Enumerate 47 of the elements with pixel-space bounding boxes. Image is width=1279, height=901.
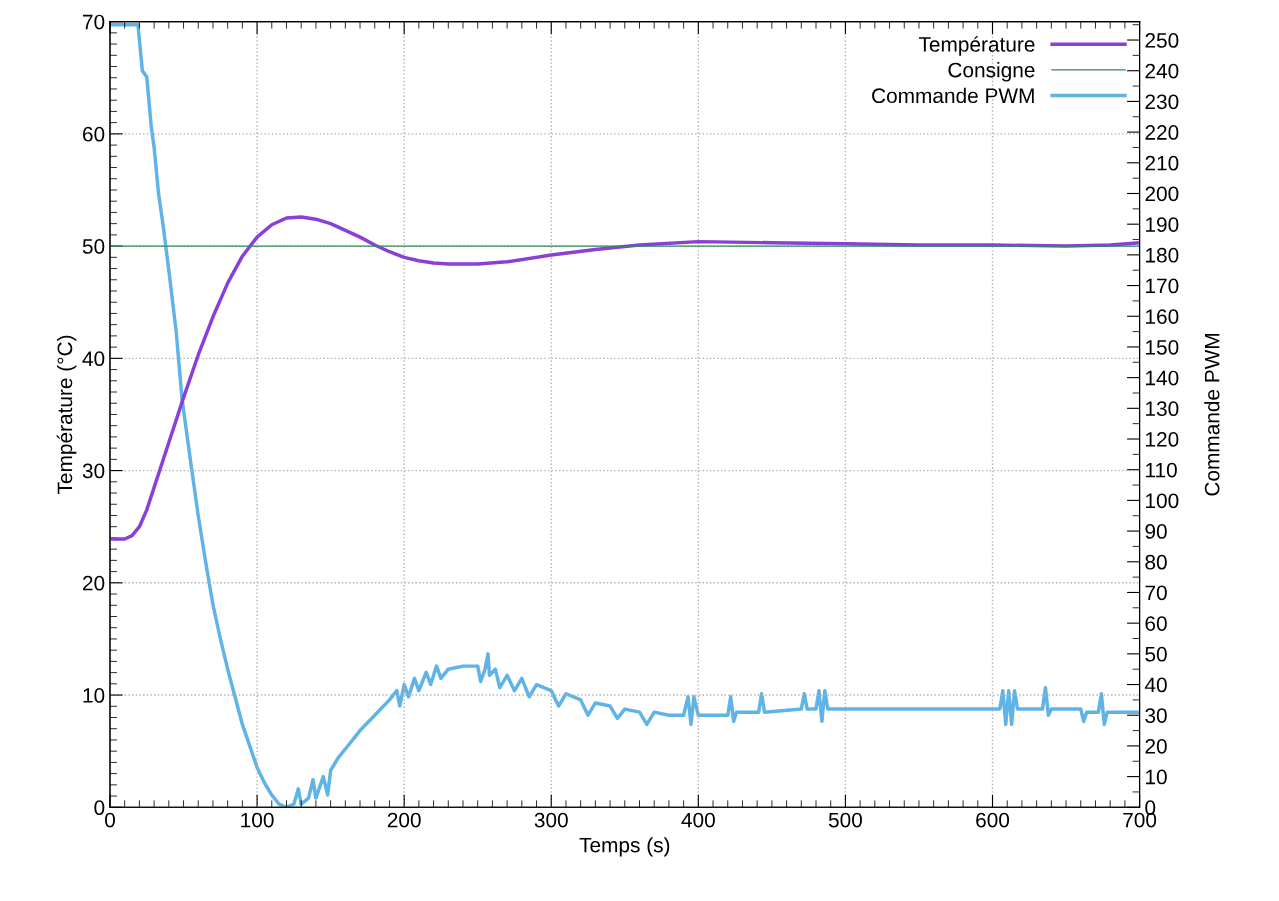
y2-tick-label: 190 [1146, 217, 1179, 232]
y2-tick-label: 70 [1145, 585, 1167, 601]
legend-label: Consigne [948, 62, 1035, 82]
y-tick-label: 30 [82, 463, 105, 479]
y2-tick-label: 220 [1145, 125, 1179, 140]
y2-tick-label: 150 [1146, 339, 1179, 355]
x-tick-label: 600 [976, 812, 1010, 828]
y2-tick-label: 30 [1145, 708, 1167, 723]
y2-tick-label: 240 [1145, 63, 1179, 79]
x-tick-label: 200 [387, 812, 421, 828]
y-tick-label: 10 [83, 688, 105, 703]
legend-label: Température [918, 36, 1035, 56]
y-axis-title: Température (°C) [56, 335, 77, 494]
y2-tick-label: 110 [1146, 462, 1177, 478]
x-axis-title: Temps (s) [579, 837, 670, 857]
y2-tick-label: 130 [1146, 401, 1179, 417]
x-tick-label: 100 [241, 812, 274, 828]
y2-tick-label: 210 [1145, 155, 1179, 171]
y2-tick-label: 230 [1145, 94, 1179, 110]
y2-tick-label: 50 [1145, 646, 1167, 662]
y2-tick-label: 80 [1145, 554, 1167, 570]
legend-label: Commande PWM [872, 87, 1034, 104]
y2-tick-label: 120 [1146, 432, 1179, 447]
x-tick-label: 500 [828, 812, 862, 828]
y2-tick-label: 40 [1144, 677, 1167, 693]
y-tick-label: 50 [82, 239, 105, 254]
y2-tick-label: 100 [1146, 493, 1179, 509]
y-tick-label: 60 [83, 126, 105, 142]
y2-tick-label: 250 [1145, 33, 1179, 48]
y-tick-label: 0 [94, 800, 105, 816]
y2-tick-label: 10 [1146, 769, 1167, 785]
y2-tick-label: 90 [1145, 524, 1167, 539]
y2-axis-title: Commande PWM [1204, 333, 1220, 496]
x-tick-label: 0 [105, 812, 115, 828]
y2-tick-label: 200 [1145, 186, 1179, 202]
y2-tick-label: 60 [1145, 616, 1167, 631]
y-tick-label: 20 [83, 575, 105, 591]
x-tick-label: 300 [534, 812, 568, 828]
y2-tick-label: 180 [1146, 247, 1179, 263]
y-tick-label: 40 [82, 351, 105, 367]
y2-tick-label: 170 [1146, 278, 1179, 294]
y2-tick-label: 160 [1146, 309, 1179, 324]
y2-tick-label: 20 [1145, 738, 1167, 754]
y-tick-label: 70 [83, 14, 105, 30]
line-series [109, 22, 1140, 808]
y2-tick-label: 140 [1146, 370, 1179, 386]
x-tick-label: 400 [681, 812, 715, 828]
